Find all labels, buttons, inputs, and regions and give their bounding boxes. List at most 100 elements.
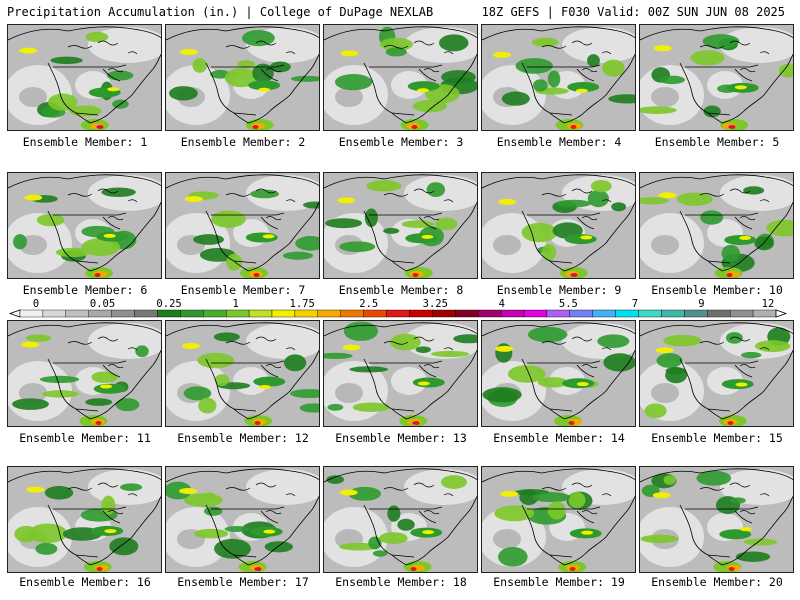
ensemble-member-label: Ensemble Member: 5 <box>654 135 780 149</box>
ensemble-member-label: Ensemble Member: 6 <box>22 283 148 297</box>
ensemble-member-label: Ensemble Member: 13 <box>335 431 467 445</box>
legend-swatch <box>363 309 387 318</box>
legend-swatch <box>317 309 341 318</box>
ensemble-member-label: Ensemble Member: 18 <box>335 575 467 589</box>
legend-swatch <box>546 309 571 318</box>
precip-map <box>324 467 477 572</box>
precip-map <box>324 25 477 130</box>
legend-tick-label: 0.05 <box>89 298 116 310</box>
legend-tick-label: 2.5 <box>359 298 379 310</box>
legend-tick-label: 0 <box>32 298 40 310</box>
legend-swatch <box>684 309 708 318</box>
ensemble-map-panel <box>639 24 794 131</box>
ensemble-map-panel <box>7 320 162 427</box>
legend-tick-label: 12 <box>761 298 775 310</box>
legend-swatch <box>294 309 319 318</box>
ensemble-map-panel <box>7 24 162 131</box>
ensemble-member-label: Ensemble Member: 2 <box>180 135 306 149</box>
legend-swatch <box>203 309 227 318</box>
product-title: Precipitation Accumulation (in.) | Colle… <box>7 5 434 19</box>
legend-swatch <box>225 309 250 318</box>
ensemble-map-panel <box>7 466 162 573</box>
ensemble-map-panel <box>481 172 636 279</box>
precip-color-legend: 0 0.05 0.25 1 1.75 2.5 3.25 4 5.5 7 9 12 <box>8 298 792 320</box>
legend-swatch <box>592 309 616 318</box>
ensemble-map-panel <box>165 172 320 279</box>
legend-tick-label: 0.25 <box>156 298 182 310</box>
ensemble-member-label: Ensemble Member: 8 <box>338 283 464 297</box>
precip-map <box>640 467 793 572</box>
ensemble-map-panel <box>639 172 794 279</box>
ensemble-member-label: Ensemble Member: 10 <box>651 283 783 297</box>
ensemble-map-panel <box>7 172 162 279</box>
precip-map <box>482 467 635 572</box>
ensemble-member-label: Ensemble Member: 20 <box>651 575 783 589</box>
ensemble-map-panel <box>323 320 478 427</box>
precip-map <box>482 321 635 426</box>
ensemble-member-label: Ensemble Member: 12 <box>177 431 309 445</box>
legend-swatch <box>65 309 89 318</box>
legend-swatch <box>340 309 364 318</box>
ensemble-member-label: Ensemble Member: 15 <box>651 431 783 445</box>
ensemble-member-label: Ensemble Member: 16 <box>19 575 151 589</box>
legend-colorbar <box>8 309 788 318</box>
ensemble-member-label: Ensemble Member: 17 <box>177 575 309 589</box>
legend-swatch <box>19 309 44 318</box>
precip-map <box>482 173 635 278</box>
ensemble-map-panel <box>323 172 478 279</box>
ensemble-member-label: Ensemble Member: 9 <box>496 283 622 297</box>
legend-swatch <box>569 309 593 318</box>
precip-map <box>640 25 793 130</box>
legend-tick-label: 1 <box>232 298 239 310</box>
ensemble-map-panel <box>165 24 320 131</box>
legend-tick-label: 4 <box>498 298 505 310</box>
ensemble-map-panel <box>323 466 478 573</box>
ensemble-map-panel <box>481 320 636 427</box>
ensemble-member-label: Ensemble Member: 14 <box>493 431 625 445</box>
legend-swatch <box>248 309 273 318</box>
legend-swatch <box>157 309 181 318</box>
legend-swatch <box>638 309 662 318</box>
precip-map <box>166 321 319 426</box>
precip-map <box>640 321 793 426</box>
legend-tick-label: 7 <box>631 298 639 310</box>
legend-swatch <box>523 309 548 318</box>
legend-swatch <box>432 309 456 318</box>
ensemble-map-panel <box>639 320 794 427</box>
legend-swatch <box>455 309 479 318</box>
legend-swatch <box>615 309 639 318</box>
precip-map <box>324 173 477 278</box>
precip-map <box>8 25 161 130</box>
legend-swatch <box>661 309 685 318</box>
precip-map <box>8 467 161 572</box>
precip-map <box>166 173 319 278</box>
legend-swatch <box>271 309 296 318</box>
precip-map <box>640 173 793 278</box>
precip-map <box>324 321 477 426</box>
ensemble-member-label: Ensemble Member: 19 <box>493 575 625 589</box>
precip-map <box>8 173 161 278</box>
legend-swatch <box>42 309 67 318</box>
ensemble-map-panel <box>165 320 320 427</box>
legend-swatch <box>707 309 731 318</box>
precip-map <box>166 467 319 572</box>
legend-swatch <box>500 309 525 318</box>
legend-swatch <box>180 309 204 318</box>
ensemble-map-panel <box>481 24 636 131</box>
legend-tick-label: 1.75 <box>289 298 315 310</box>
ensemble-map-panel <box>165 466 320 573</box>
ensemble-member-label: Ensemble Member: 1 <box>22 135 148 149</box>
legend-swatch <box>752 309 777 318</box>
legend-tick-label: 9 <box>698 298 705 310</box>
legend-tick-label: 3.25 <box>422 298 448 310</box>
legend-swatch <box>729 309 754 318</box>
precip-map <box>8 321 161 426</box>
ensemble-map-panel <box>639 466 794 573</box>
ensemble-member-label: Ensemble Member: 11 <box>19 431 151 445</box>
ensemble-member-label: Ensemble Member: 7 <box>180 283 306 297</box>
ensemble-member-label: Ensemble Member: 4 <box>496 135 622 149</box>
legend-swatch <box>477 309 502 318</box>
ensemble-map-panel <box>323 24 478 131</box>
ensemble-member-label: Ensemble Member: 3 <box>338 135 464 149</box>
legend-swatch <box>386 309 410 318</box>
